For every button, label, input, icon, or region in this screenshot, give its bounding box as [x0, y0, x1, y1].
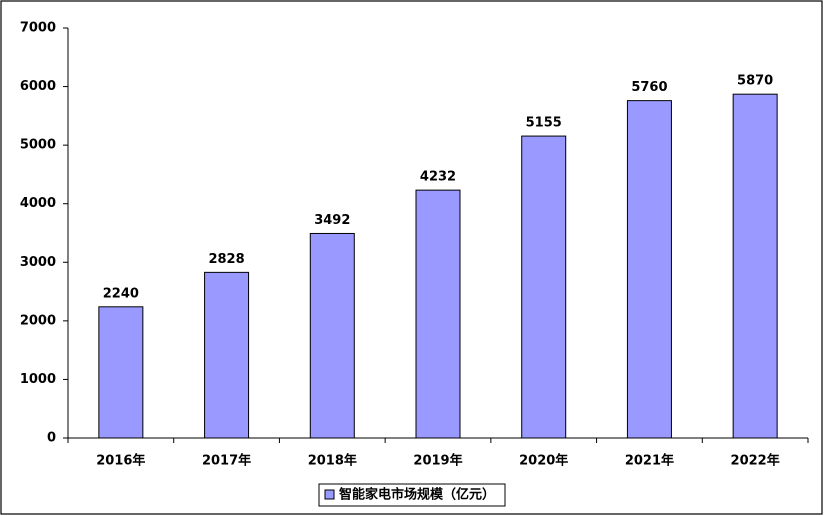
y-tick-label: 6000: [20, 79, 56, 94]
x-tick-label: 2022年: [731, 453, 780, 469]
bar: [415, 189, 461, 439]
y-tick-label: 4000: [20, 196, 56, 211]
legend-label: 智能家电市场规模（亿元）: [339, 487, 495, 503]
x-tick-label: 2020年: [519, 453, 568, 469]
data-label: 5870: [737, 74, 773, 89]
bar: [204, 271, 250, 439]
bar: [98, 306, 144, 439]
bar: [309, 232, 355, 439]
y-tick-label: 1000: [20, 372, 56, 387]
data-label: 2828: [208, 252, 244, 267]
y-tick-label: 3000: [20, 255, 56, 270]
x-tick-label: 2018年: [308, 453, 357, 469]
legend-box: [318, 483, 506, 507]
y-tick-label: 7000: [20, 21, 56, 36]
data-label: 2240: [103, 286, 139, 301]
x-tick-label: 2021年: [625, 453, 674, 469]
y-tick-label: 5000: [20, 138, 56, 153]
x-tick-label: 2016年: [96, 453, 145, 469]
data-label: 4232: [420, 170, 456, 185]
bar: [521, 135, 567, 439]
y-tick-label: 2000: [20, 313, 56, 328]
y-tick-label: 0: [47, 431, 56, 446]
x-tick-label: 2017年: [202, 453, 251, 469]
x-tick-label: 2019年: [413, 453, 462, 469]
legend-swatch: [324, 489, 335, 500]
bar: [732, 93, 778, 439]
bar: [626, 100, 672, 439]
data-label: 5760: [631, 80, 667, 95]
data-label: 5155: [526, 116, 562, 131]
data-label: 3492: [314, 213, 350, 228]
